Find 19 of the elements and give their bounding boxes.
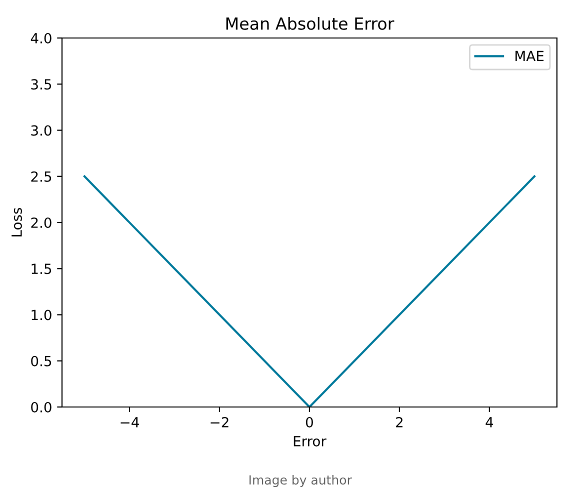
y-tick-label: 3.5 [31,79,52,90]
x-tick-label: 2 [396,416,402,428]
y-tick-label: 0.5 [31,356,52,366]
x-tick-label: −2 [210,416,228,428]
x-tick-label: 4 [486,417,494,428]
y-tick-label: 2.5 [31,171,52,182]
y-tick-label: 2.0 [31,217,52,228]
x-tick-label: 0 [306,416,313,428]
y-tick-label: 4.0 [30,32,52,44]
legend-label: MAE [516,50,544,62]
y-tick-label: 1.5 [32,264,52,274]
y-tick-label: 1.0 [32,310,52,320]
y-axis-title: Loss [12,208,22,236]
text: Image by author [250,474,352,488]
x-axis-title: Error [294,436,326,446]
y-tick-label: 0.0 [31,402,52,412]
chart-title: Mean Absolute Error [226,17,394,30]
x-tick-label: −4 [120,417,139,428]
y-tick-label: 3.0 [31,125,52,136]
